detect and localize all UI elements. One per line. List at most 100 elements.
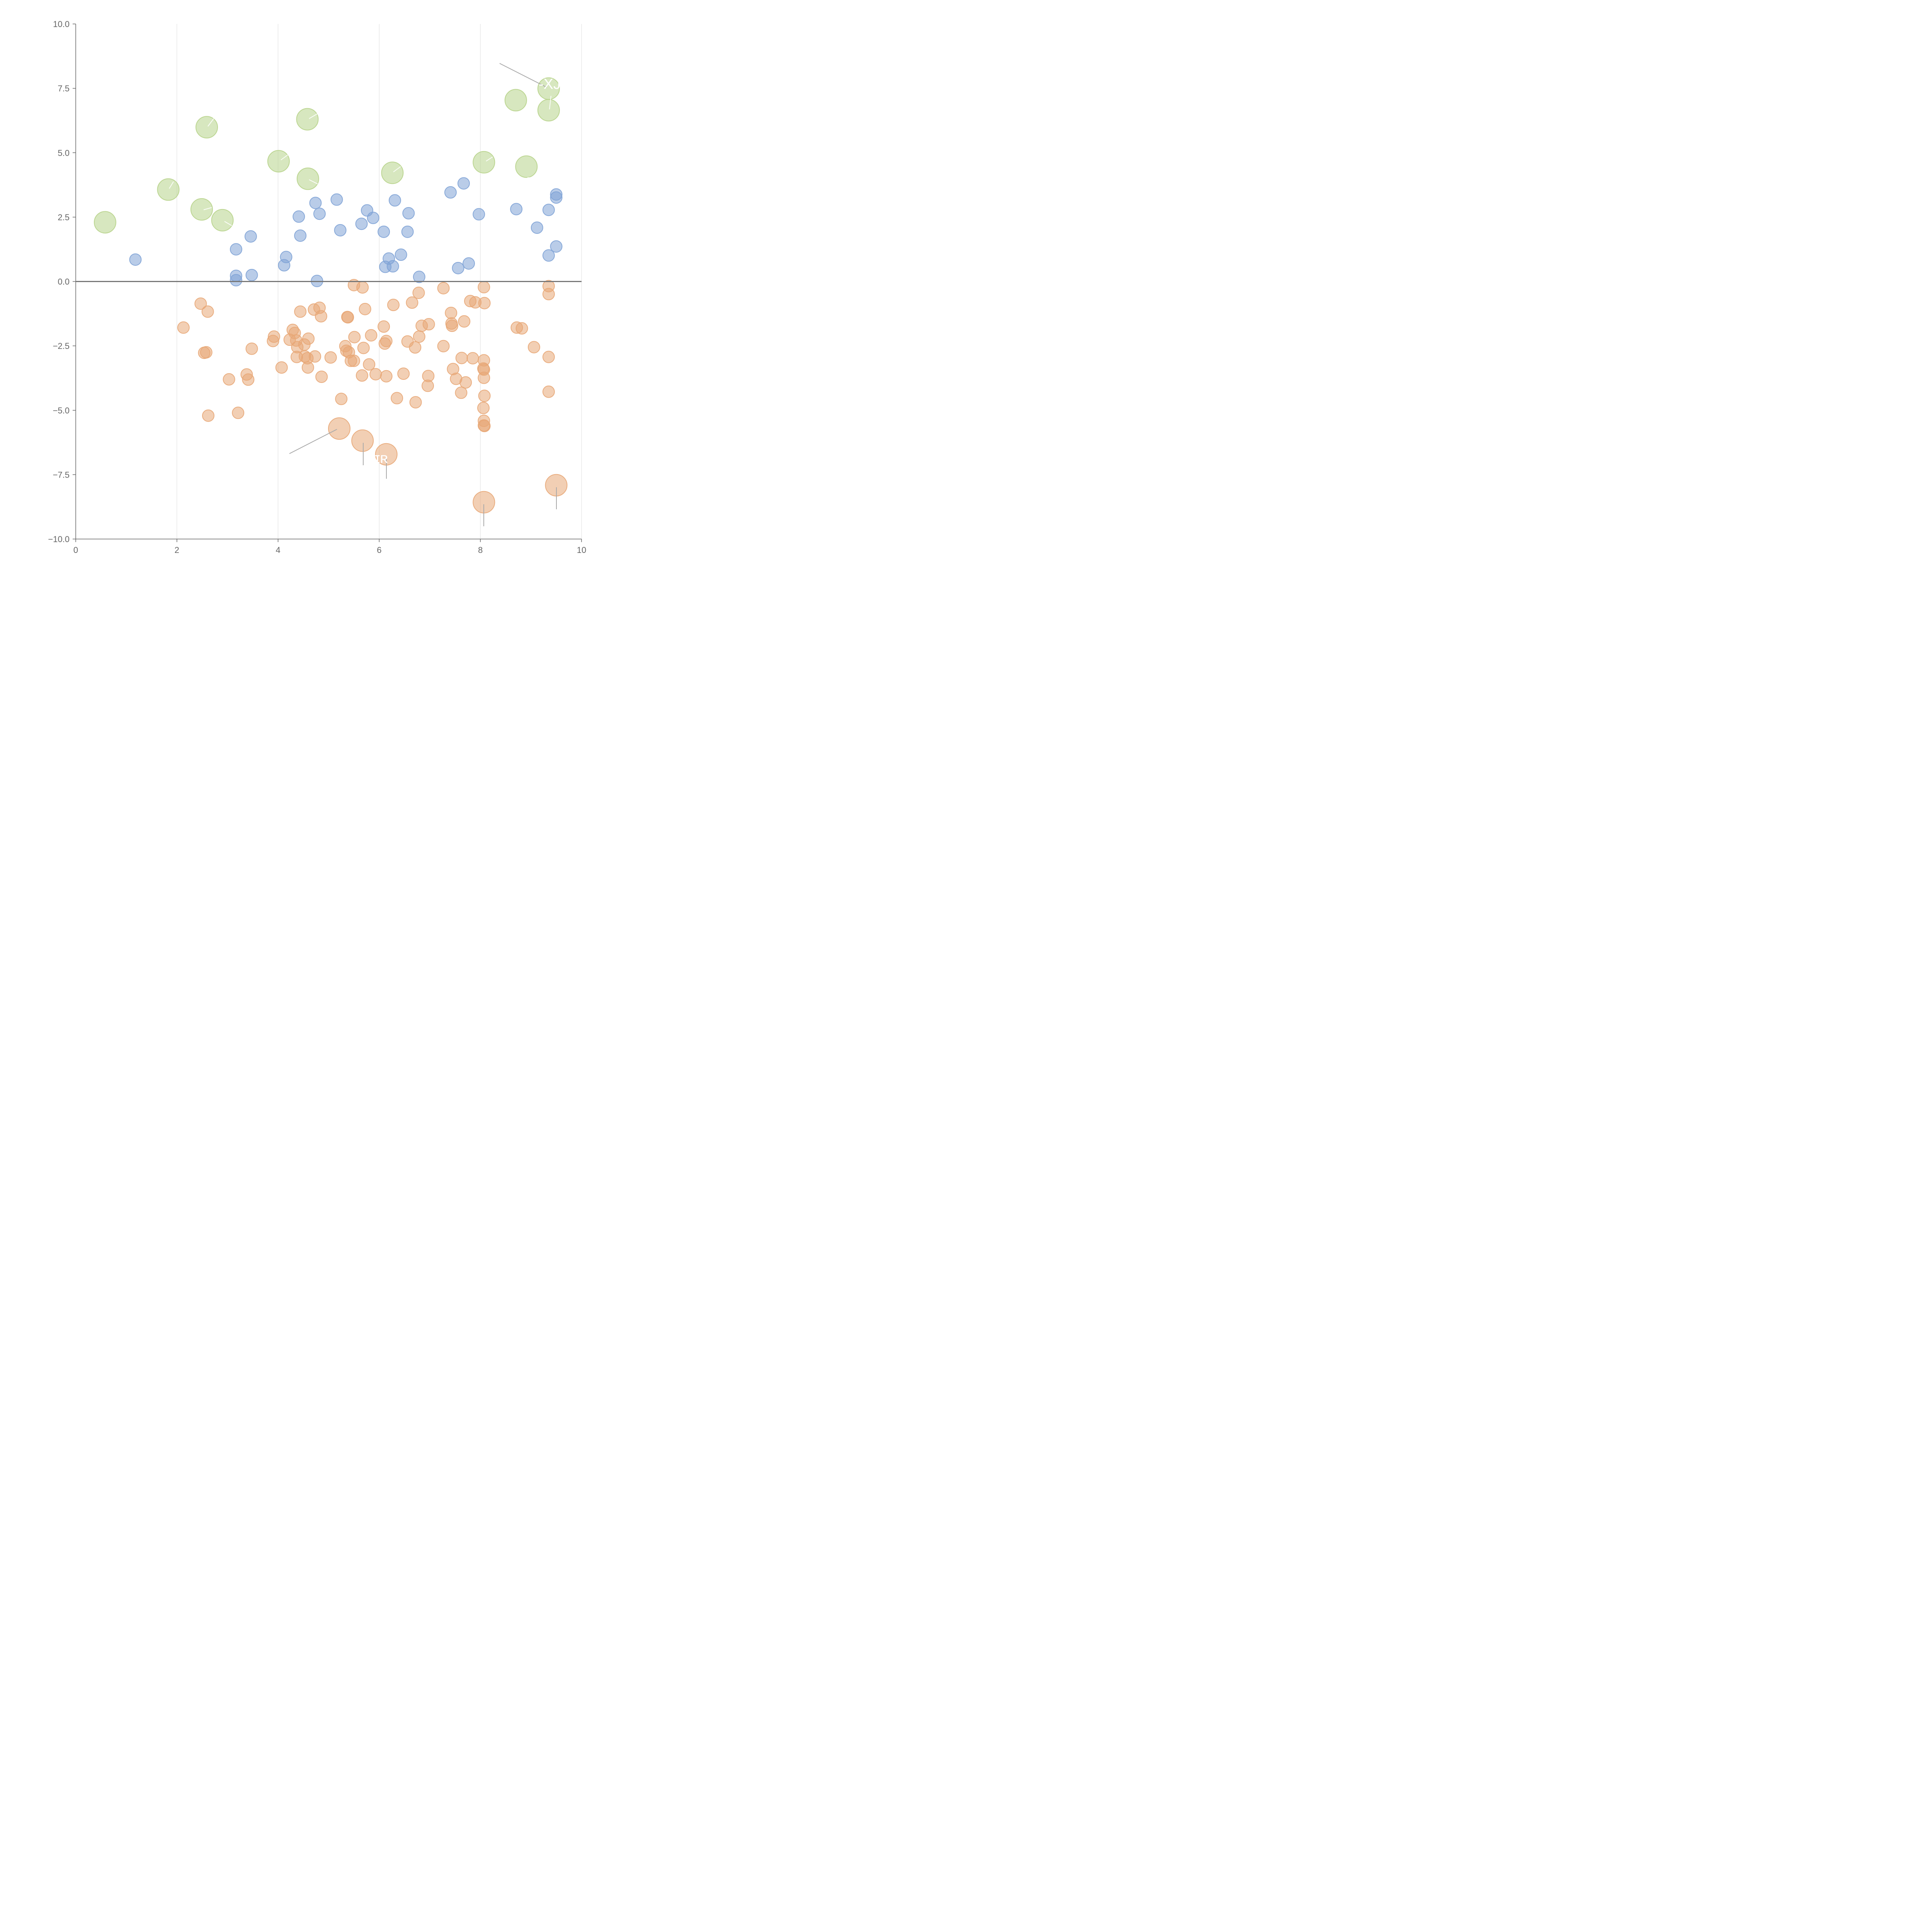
point-positive [473,208,485,221]
leader-line [169,181,174,189]
point-negative [527,341,540,354]
data-points [94,77,568,514]
leader-line [224,221,232,226]
y-tick-label: 5.0 [58,148,70,158]
y-tick-label: 10.0 [53,19,70,29]
point-negative [466,352,479,365]
point-positive [388,194,401,207]
leader-line [309,113,318,119]
y-tick-label: −10.0 [48,534,70,544]
bubble-label: -XJ [539,76,561,92]
point-negative [202,409,214,422]
point-negative [422,318,435,331]
point-positive [355,218,368,230]
point-negative [391,392,403,405]
bubble-labels: ɪʀ -XJ → [375,76,561,466]
point-negative [422,370,435,383]
point-negative [369,368,382,381]
point-negative [335,393,348,405]
point-negative [542,288,555,301]
point-highlight-positive [296,167,319,190]
point-negative [380,335,393,347]
point-positive [313,207,326,220]
x-tick-label: 4 [276,545,280,555]
y-tick-label: −7.5 [53,470,70,480]
point-negative [275,361,288,374]
point-negative [194,297,207,310]
point-negative [242,373,255,386]
point-negative [406,296,418,309]
point-negative [542,350,555,363]
point-negative [542,385,555,398]
leader-line [207,118,214,127]
point-negative [347,354,360,367]
point-positive [402,207,415,219]
point-negative [342,311,354,324]
point-negative [348,331,361,344]
point-negative [478,281,490,294]
point-positive [367,211,379,224]
point-negative [357,342,370,354]
point-highlight-negative [328,417,350,440]
point-negative [177,321,190,334]
point-negative [397,367,410,380]
point-negative [268,330,281,343]
point-positive [378,225,390,238]
bubble-label: ɪʀ [375,450,388,466]
point-negative [315,310,327,323]
leader-line [549,95,551,110]
point-negative [437,282,450,294]
point-positive [413,270,425,283]
x-tick-label: 6 [377,545,381,555]
point-negative [459,376,472,389]
point-negative [309,350,321,363]
x-tick-label: 2 [175,545,179,555]
point-negative [378,320,390,333]
point-positive [245,269,258,281]
point-negative [455,386,468,399]
point-negative [478,420,491,432]
point-negative [223,373,235,386]
x-tick-label: 8 [478,545,483,555]
point-negative [455,352,468,364]
point-negative [315,371,328,383]
point-positive [457,177,470,190]
point-positive [309,197,322,209]
point-negative [363,358,376,371]
point-highlight-positive [381,162,404,184]
point-highlight-positive [473,151,495,173]
point-highlight-positive [190,198,213,221]
point-highlight-positive [157,178,180,201]
y-tick-label: 7.5 [58,84,70,94]
point-negative [324,351,337,364]
point-negative [437,340,450,352]
point-negative [387,299,400,311]
point-positive [230,274,242,287]
point-negative [409,396,422,409]
point-positive [510,203,523,216]
y-tick-label: −5.0 [53,406,70,415]
point-negative [201,305,214,318]
point-negative [477,401,490,414]
scatter-chart: 0 2 4 6 8 10 −10.0 −7.5 −5.0 −2.5 0.0 2.5 5.0 7.5 10.0… [48,19,586,555]
point-positive [294,229,307,242]
point-negative [294,305,307,318]
point-negative [200,346,213,359]
point-positive [531,221,543,234]
point-positive [401,225,414,238]
point-negative [245,342,258,355]
point-positive [542,249,555,262]
point-negative [380,370,393,383]
point-negative [301,361,314,374]
point-highlight-positive [537,99,560,122]
point-negative [365,329,378,342]
point-positive [129,253,142,266]
leader-line [486,156,493,162]
point-positive [463,257,475,270]
point-negative [413,330,425,343]
x-tick-label: 10 [577,545,586,555]
point-highlight-positive [196,116,218,139]
point-highlight-positive [296,108,319,131]
point-highlight-positive [211,209,234,231]
leader-line [203,207,212,210]
